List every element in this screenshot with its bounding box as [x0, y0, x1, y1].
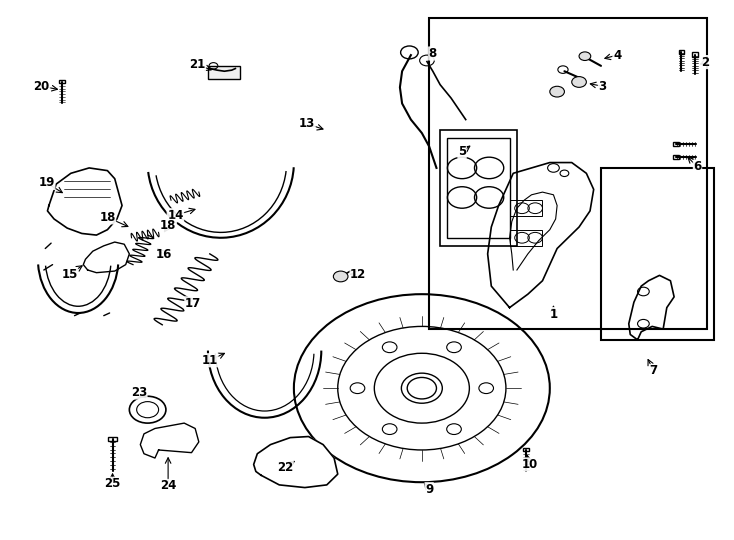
Bar	[440, 130, 517, 246]
Text: 19: 19	[39, 177, 55, 190]
Text: 13: 13	[299, 117, 315, 130]
Text: 5: 5	[458, 145, 466, 158]
Text: 18: 18	[160, 219, 176, 232]
Bar	[59, 80, 65, 83]
Text: 17: 17	[185, 297, 201, 310]
Circle shape	[401, 46, 418, 59]
Bar	[429, 17, 707, 329]
Bar	[509, 230, 542, 246]
Circle shape	[572, 77, 586, 87]
Bar	[601, 168, 714, 340]
Circle shape	[550, 86, 564, 97]
Bar	[448, 138, 509, 238]
Text: 10: 10	[521, 458, 537, 471]
Text: 20: 20	[34, 80, 50, 93]
Bar	[678, 50, 684, 54]
Text: 2: 2	[701, 56, 709, 69]
Bar	[672, 141, 678, 146]
Circle shape	[579, 52, 591, 60]
Text: 4: 4	[613, 49, 621, 62]
Text: 14: 14	[167, 208, 184, 222]
Text: 24: 24	[160, 480, 176, 492]
Text: 3: 3	[598, 80, 606, 93]
Polygon shape	[140, 423, 199, 458]
Circle shape	[333, 271, 348, 282]
Text: 15: 15	[61, 268, 78, 281]
Polygon shape	[254, 436, 338, 488]
Bar	[509, 200, 542, 217]
Text: 11: 11	[202, 354, 218, 367]
Bar	[691, 52, 697, 57]
Text: 6: 6	[694, 160, 702, 173]
Text: 7: 7	[650, 364, 658, 377]
Bar	[672, 155, 678, 159]
Text: 1: 1	[550, 308, 558, 321]
Text: 25: 25	[104, 477, 120, 490]
Bar	[108, 436, 117, 441]
Bar	[208, 66, 241, 79]
Text: 23: 23	[131, 386, 147, 399]
Text: 12: 12	[350, 268, 366, 281]
Text: 16: 16	[156, 248, 172, 261]
Bar	[523, 448, 529, 451]
Text: 21: 21	[189, 58, 206, 71]
Text: 18: 18	[99, 211, 115, 224]
Text: 8: 8	[429, 47, 437, 60]
Text: 22: 22	[277, 461, 293, 474]
Text: 9: 9	[425, 483, 433, 496]
